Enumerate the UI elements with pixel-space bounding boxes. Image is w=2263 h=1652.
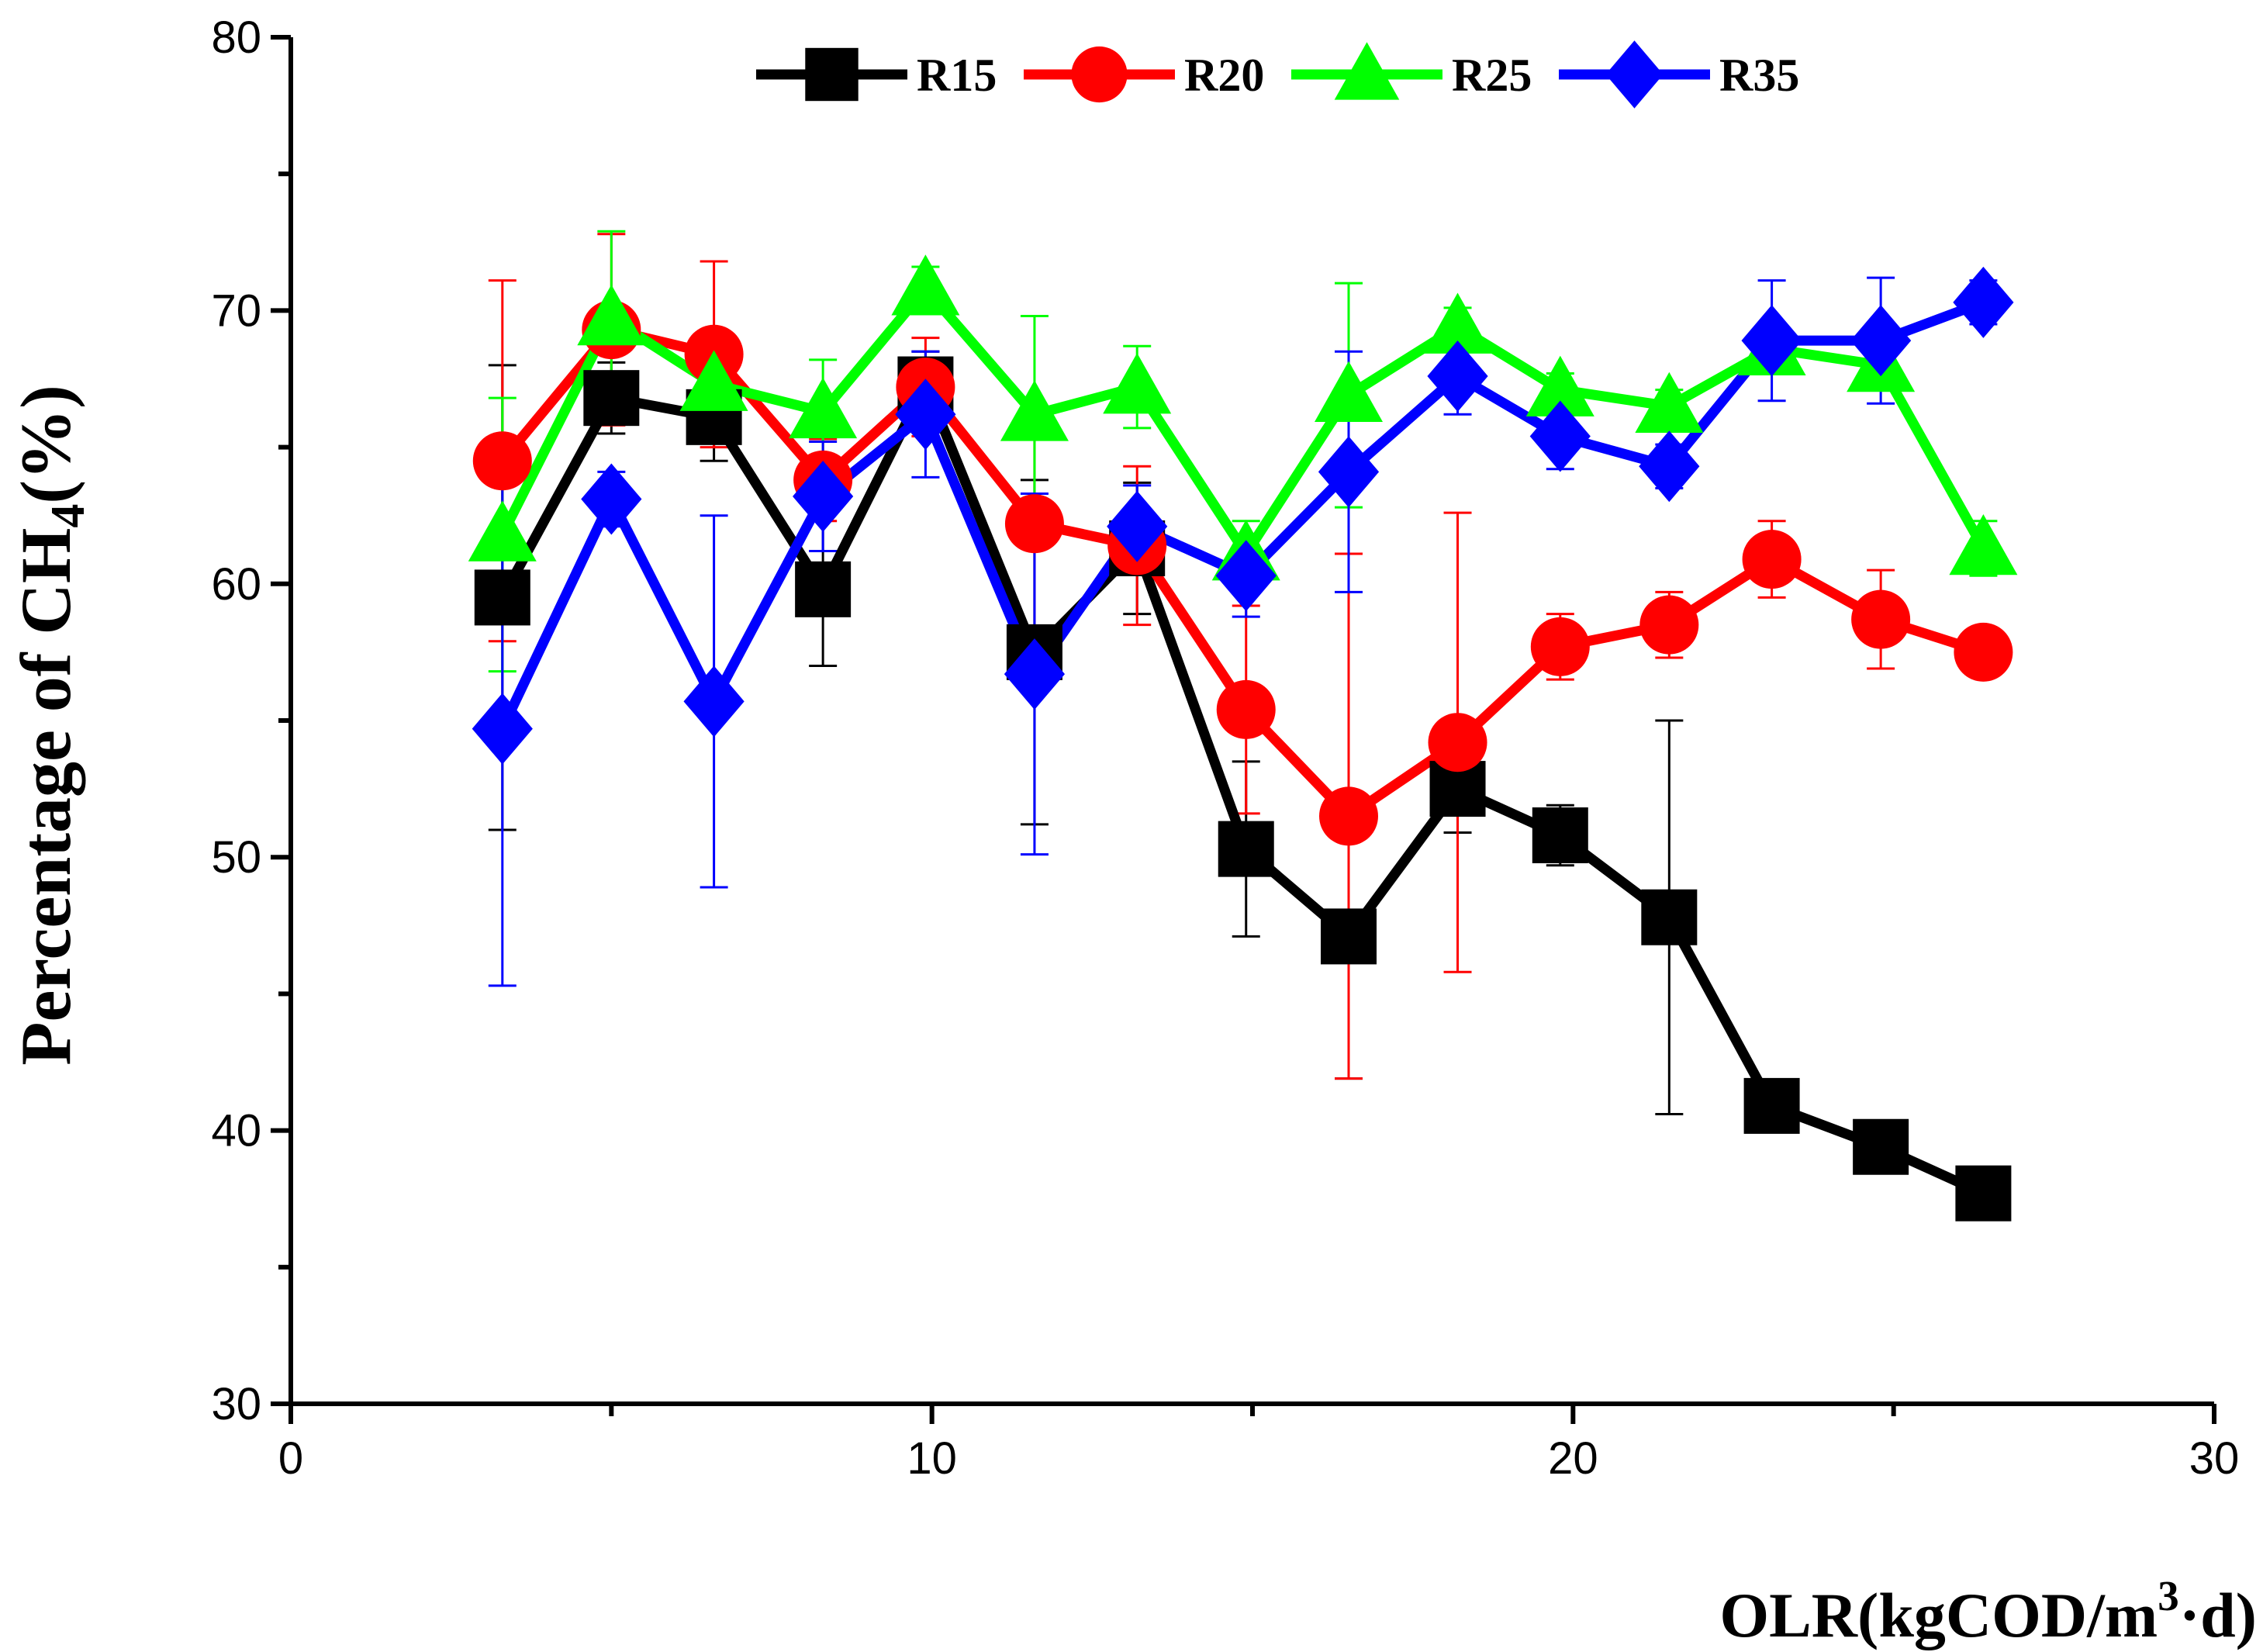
y-axis-title: Percentage of CH4(%) [6, 385, 95, 1065]
data-point-r35 [1004, 638, 1066, 710]
data-point-r35 [1639, 430, 1700, 503]
legend-marker-r25 [1334, 42, 1400, 100]
data-point-r20 [1530, 617, 1590, 676]
data-point-r15 [1853, 1118, 1909, 1175]
data-point-r15 [1641, 889, 1698, 945]
data-point-r35 [1529, 400, 1591, 472]
data-point-r35 [683, 665, 745, 738]
y-tick-label: 80 [211, 12, 261, 63]
data-point-r35 [1107, 490, 1168, 562]
y-tick-label: 60 [211, 559, 261, 610]
axes-layer: 30 40 50 60 70 80 0 10 20 30 [211, 12, 2239, 1484]
y-tick-label: 70 [211, 285, 261, 336]
data-point-r20 [1004, 494, 1064, 554]
data-point-r35 [472, 693, 533, 765]
data-point-r35 [1318, 436, 1380, 508]
data-point-r15 [1218, 821, 1274, 877]
data-point-r15 [1532, 807, 1588, 864]
x-tick-label: 0 [278, 1433, 303, 1484]
legend-label-r20: R20 [1184, 50, 1264, 101]
data-point-r35 [1427, 340, 1488, 412]
data-point-r35 [1850, 305, 1912, 377]
data-point-r20 [1639, 595, 1699, 655]
data-point-r25 [1315, 361, 1383, 422]
data-point-r15 [474, 569, 530, 626]
legend-label-r35: R35 [1719, 50, 1799, 101]
data-point-r15 [1955, 1165, 2012, 1222]
x-tick-label: 10 [907, 1433, 957, 1484]
series-markers-layer [468, 254, 2018, 1222]
legend-marker-r35 [1605, 40, 1664, 109]
data-point-r15 [795, 561, 852, 617]
legend-label-r15: R15 [917, 50, 997, 101]
data-point-r25 [577, 284, 646, 346]
data-point-r15 [1743, 1077, 1800, 1134]
data-point-r20 [472, 431, 532, 491]
data-point-r25 [1635, 372, 1704, 434]
data-point-r25 [1949, 513, 2018, 575]
data-point-r15 [1321, 908, 1377, 965]
data-point-r25 [1423, 292, 1492, 354]
data-point-r25 [1103, 353, 1172, 414]
data-point-r15 [583, 370, 640, 427]
x-tick-label: 30 [2189, 1433, 2240, 1484]
legend-item-r15: R15 [756, 47, 997, 102]
legend-label-r25: R25 [1452, 50, 1532, 101]
data-point-r20 [1428, 713, 1487, 772]
legend-marker-r15 [805, 47, 859, 102]
y-tick-label: 50 [211, 832, 261, 883]
data-point-r35 [793, 461, 854, 533]
legend-marker-r20 [1071, 46, 1128, 103]
data-point-r35 [1953, 266, 2014, 338]
y-tick-label: 40 [211, 1106, 261, 1156]
data-point-r25 [1525, 355, 1594, 416]
data-point-r25 [1000, 380, 1069, 441]
legend: R15 R20 R25 R35 [756, 40, 1799, 109]
legend-item-r35: R35 [1559, 40, 1799, 109]
data-point-r20 [1851, 589, 1911, 649]
data-point-r35 [581, 463, 642, 535]
data-point-r20 [1319, 786, 1378, 846]
legend-item-r25: R25 [1291, 42, 1532, 101]
x-tick-label: 20 [1548, 1433, 1598, 1484]
data-point-r35 [895, 378, 956, 451]
data-point-r35 [1215, 540, 1277, 612]
legend-item-r20: R20 [1024, 46, 1264, 103]
data-point-r20 [1742, 530, 1802, 589]
series-line-r15 [498, 379, 1986, 1198]
data-point-r35 [1741, 305, 1802, 377]
data-point-r25 [468, 500, 537, 562]
data-point-r25 [789, 377, 858, 439]
x-axis-title: OLR(kgCOD/m3·d) [1719, 1572, 2257, 1650]
data-point-r25 [891, 254, 960, 316]
data-point-r20 [1954, 622, 2013, 682]
data-point-r25 [679, 350, 748, 411]
y-tick-label: 30 [211, 1379, 261, 1429]
data-point-r20 [1216, 679, 1276, 739]
